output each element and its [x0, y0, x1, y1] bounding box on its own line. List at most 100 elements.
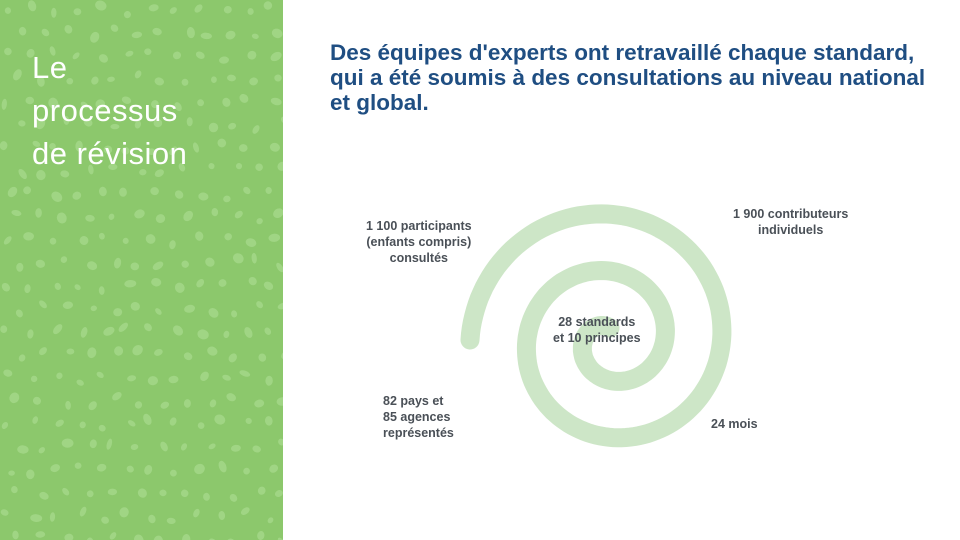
decorative-dot — [269, 142, 280, 152]
decorative-dot — [225, 30, 236, 40]
decorative-dot — [98, 424, 106, 432]
decorative-dot — [148, 4, 159, 12]
decorative-dot — [3, 369, 13, 377]
decorative-dot — [130, 301, 140, 311]
decorative-dot — [208, 163, 215, 170]
decorative-dot — [131, 31, 143, 39]
decorative-dot — [49, 237, 57, 245]
decorative-dot — [4, 47, 12, 56]
decorative-dot — [155, 308, 162, 315]
decorative-dot — [101, 516, 110, 524]
decorative-dot — [144, 48, 152, 56]
decorative-dot — [16, 262, 24, 272]
slide-title: Le processus de révision — [32, 46, 272, 175]
decorative-dot — [154, 77, 165, 86]
decorative-dot — [214, 414, 226, 425]
decorative-dot — [108, 163, 118, 171]
spiral-graphic — [460, 204, 732, 448]
decorative-dot — [227, 74, 236, 82]
decorative-dot — [118, 322, 128, 332]
decorative-dot — [32, 140, 41, 147]
decorative-dot — [224, 233, 232, 241]
decorative-dot — [121, 96, 132, 104]
decorative-dot — [247, 50, 257, 60]
decorative-dot — [160, 441, 168, 452]
decorative-dot — [265, 187, 272, 194]
decorative-dot — [56, 372, 63, 380]
decorative-dot — [160, 401, 170, 409]
decorative-dot — [180, 489, 189, 498]
decorative-dot — [217, 138, 227, 148]
decorative-dot — [60, 256, 68, 263]
decorative-dot — [50, 464, 61, 473]
decorative-dot — [74, 284, 81, 291]
decorative-dot — [124, 279, 137, 288]
decorative-dot — [257, 486, 266, 495]
decorative-dot — [210, 76, 217, 83]
decorative-dot — [8, 470, 15, 476]
decorative-dot — [64, 25, 73, 34]
decorative-dot — [263, 1, 273, 10]
decorative-dot — [30, 514, 43, 523]
decorative-dot — [139, 169, 147, 176]
decorative-dot — [62, 487, 70, 496]
decorative-dot — [218, 279, 227, 287]
decorative-dot — [85, 214, 95, 222]
decorative-dot — [268, 233, 281, 242]
decorative-dot — [195, 51, 205, 59]
decorative-dot — [270, 51, 282, 62]
decorative-dot — [134, 70, 142, 79]
decorative-dot — [35, 531, 46, 538]
decorative-dot — [194, 4, 203, 13]
decorative-dot — [90, 305, 97, 312]
decorative-dot — [200, 371, 209, 382]
stat-countries: 82 pays et 85 agences représentés — [383, 394, 454, 440]
decorative-dot — [0, 141, 8, 151]
decorative-dot — [86, 490, 94, 498]
decorative-dot — [39, 491, 49, 500]
decorative-dot — [181, 78, 189, 86]
decorative-dot — [258, 353, 267, 362]
decorative-dot — [193, 508, 200, 518]
decorative-dot — [183, 352, 193, 361]
decorative-dot — [154, 348, 163, 356]
decorative-dot — [205, 257, 215, 267]
decorative-dot — [39, 300, 47, 309]
decorative-dot — [1, 282, 10, 292]
decorative-dot — [23, 186, 32, 195]
decorative-dot — [51, 191, 63, 202]
decorative-dot — [267, 517, 274, 524]
decorative-dot — [198, 192, 209, 201]
decorative-dot — [110, 24, 119, 32]
decorative-dot — [147, 376, 158, 386]
decorative-dot — [249, 77, 258, 86]
decorative-dot — [126, 465, 134, 473]
title-line-1: Le — [32, 50, 68, 85]
decorative-dot — [63, 116, 70, 125]
side-panel: Le processus de révision — [0, 0, 283, 540]
decorative-dot — [263, 281, 274, 291]
decorative-dot — [113, 308, 123, 317]
decorative-dot — [87, 261, 98, 271]
decorative-dot — [271, 28, 283, 39]
decorative-dot — [96, 463, 107, 472]
decorative-dot — [38, 447, 46, 454]
decorative-dot — [256, 301, 264, 309]
decorative-dot — [144, 323, 152, 332]
decorative-dot — [226, 393, 236, 402]
decorative-dot — [230, 444, 241, 452]
decorative-dot — [127, 420, 136, 427]
decorative-dot — [264, 327, 272, 335]
decorative-dot — [200, 32, 212, 40]
decorative-dot — [4, 7, 12, 14]
decorative-dot — [15, 309, 23, 318]
decorative-dot — [0, 509, 9, 516]
decorative-dot — [18, 168, 27, 180]
decorative-dot — [54, 282, 61, 291]
dot-pattern — [0, 0, 283, 540]
stat-duration: 24 mois — [711, 417, 758, 431]
decorative-dot — [186, 27, 195, 39]
decorative-dot — [35, 117, 46, 130]
decorative-dot — [222, 374, 231, 381]
decorative-dot — [270, 97, 282, 106]
